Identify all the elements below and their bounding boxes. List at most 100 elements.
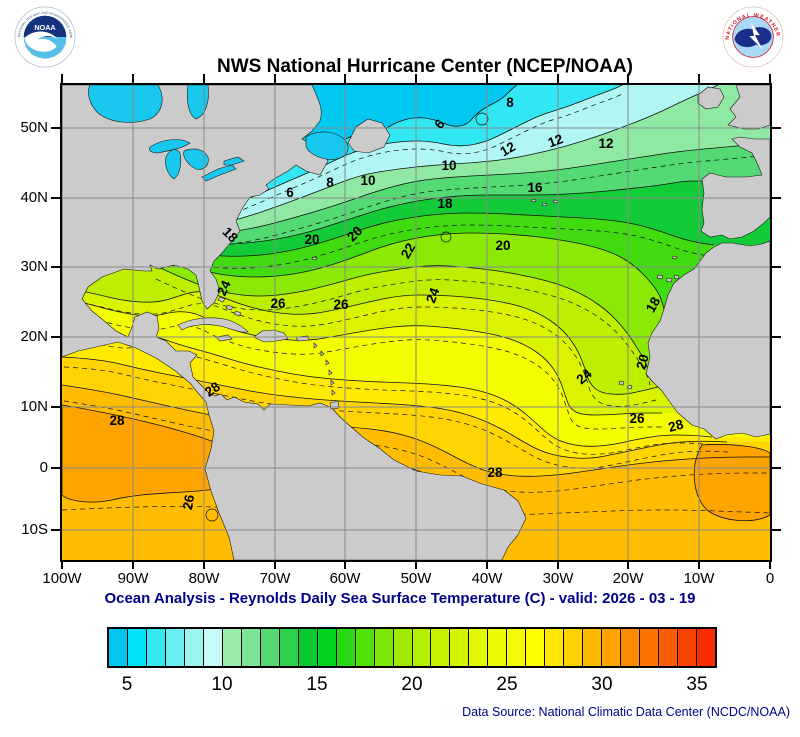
x-axis-label: 0 <box>765 570 775 587</box>
x-axis-label: 10W <box>683 570 715 587</box>
colorbar-tick-label: 30 <box>591 674 613 695</box>
x-axis-label: 70W <box>259 570 291 587</box>
colorbar-cell <box>202 629 222 666</box>
contour-label: 8 <box>326 175 334 190</box>
x-axis-label: 30W <box>542 570 574 587</box>
hudson-bay <box>88 85 163 123</box>
x-axis-tick-top <box>698 74 700 83</box>
contour-label: 26 <box>270 296 286 311</box>
eddy-contour <box>440 231 452 243</box>
x-axis-tick-top <box>344 74 346 83</box>
x-axis-tick-bottom <box>698 560 700 569</box>
contour-label: 18 <box>643 294 664 315</box>
isotherm-line-dashed <box>63 298 661 407</box>
colorbar-tick-label: 15 <box>306 674 328 695</box>
contour-label: 12 <box>598 136 613 151</box>
contour-label: 12 <box>546 131 565 150</box>
x-axis-tick-bottom <box>61 560 63 569</box>
colorbar-cell <box>354 629 374 666</box>
colorbar-cell <box>658 629 678 666</box>
contour-label: 22 <box>398 240 419 261</box>
colorbar-cell <box>544 629 564 666</box>
data-source-text: Data Source: National Climatic Data Cent… <box>462 705 790 719</box>
contour-label: 20 <box>495 238 510 253</box>
isotherm-contours <box>62 85 770 522</box>
y-axis-tick-right <box>772 406 781 408</box>
y-axis-tick-left <box>51 197 60 199</box>
isotherm-line-dashed <box>175 92 625 236</box>
isotherm-line-dashed <box>63 366 730 469</box>
colorbar-cell <box>373 629 393 666</box>
x-axis-label: 90W <box>117 570 149 587</box>
isotherm-line <box>157 212 715 257</box>
x-axis-label: 40W <box>471 570 503 587</box>
isotherm-line-dashed <box>63 310 664 430</box>
contour-label: 24 <box>214 278 234 298</box>
contour-label: 8 <box>506 95 514 110</box>
colorbar-cell <box>601 629 621 666</box>
x-axis-tick-top <box>203 74 205 83</box>
colorbar-cell <box>430 629 450 666</box>
contour-label: 6 <box>286 185 294 200</box>
x-axis-label: 100W <box>42 570 82 587</box>
isotherm-line <box>62 296 662 416</box>
contour-label: 12 <box>497 139 518 160</box>
contour-label: 10 <box>360 173 375 188</box>
lat-lon-grid <box>62 85 770 560</box>
colorbar-cell <box>316 629 336 666</box>
x-axis-tick-top <box>486 74 488 83</box>
contour-label: 18 <box>437 196 453 211</box>
page-title: NWS National Hurricane Center (NCEP/NOAA… <box>217 56 633 77</box>
x-axis-label: 80W <box>188 570 220 587</box>
great-britain <box>727 85 770 130</box>
contour-label: 26 <box>333 297 349 312</box>
france-iberia <box>700 136 770 240</box>
x-axis-label: 50W <box>400 570 432 587</box>
y-axis-tick-right <box>772 127 781 129</box>
colorbar-cell <box>183 629 203 666</box>
x-axis-tick-top <box>415 74 417 83</box>
gulf-of-st-lawrence <box>305 131 349 160</box>
colorbar-cell <box>240 629 260 666</box>
lake-michigan <box>165 149 182 180</box>
y-axis-tick-left <box>51 406 60 408</box>
lake-erie <box>201 164 237 182</box>
x-axis-tick-bottom <box>627 560 629 569</box>
map-subtitle: Ocean Analysis - Reynolds Daily Sea Surf… <box>104 590 696 607</box>
x-axis-tick-bottom <box>486 560 488 569</box>
africa <box>645 240 770 440</box>
colorbar-tick-label: 35 <box>686 674 708 695</box>
isotherm-line <box>167 85 719 236</box>
y-axis-tick-right <box>772 529 781 531</box>
lake-huron <box>183 148 209 170</box>
colorbar-cell <box>487 629 507 666</box>
y-axis-tick-right <box>772 266 781 268</box>
contour-label: 28 <box>487 465 503 480</box>
x-axis-tick-top <box>132 74 134 83</box>
colorbar-tick-label: 10 <box>211 674 233 695</box>
noaa-logo-text: NOAA <box>34 23 56 32</box>
x-axis-tick-top <box>627 74 629 83</box>
colorbar-cell <box>582 629 602 666</box>
azores <box>530 198 559 207</box>
x-axis-tick-top <box>557 74 559 83</box>
y-axis-tick-left <box>51 127 60 129</box>
isotherm-line-dashed <box>165 154 770 254</box>
y-axis-tick-right <box>772 336 781 338</box>
contour-label: 26 <box>180 493 197 511</box>
eddy-contour <box>475 112 489 126</box>
eddy-contour <box>205 508 219 522</box>
cuba <box>177 317 249 333</box>
colorbar-cell <box>449 629 469 666</box>
colorbar-tick-label: 25 <box>496 674 518 695</box>
colorbar-cell <box>696 629 715 666</box>
contour-label: 28 <box>667 416 686 435</box>
contour-label: 24 <box>423 285 442 305</box>
noaa-logo: NATIONAL OCEANIC AND ATMOSPHERIC ADMINIS… <box>14 6 76 68</box>
y-axis-label: 40N <box>20 189 48 206</box>
colorbar-cell <box>506 629 526 666</box>
x-axis-tick-top <box>61 74 63 83</box>
cape-verde <box>618 380 633 390</box>
colorbar-cell <box>297 629 317 666</box>
